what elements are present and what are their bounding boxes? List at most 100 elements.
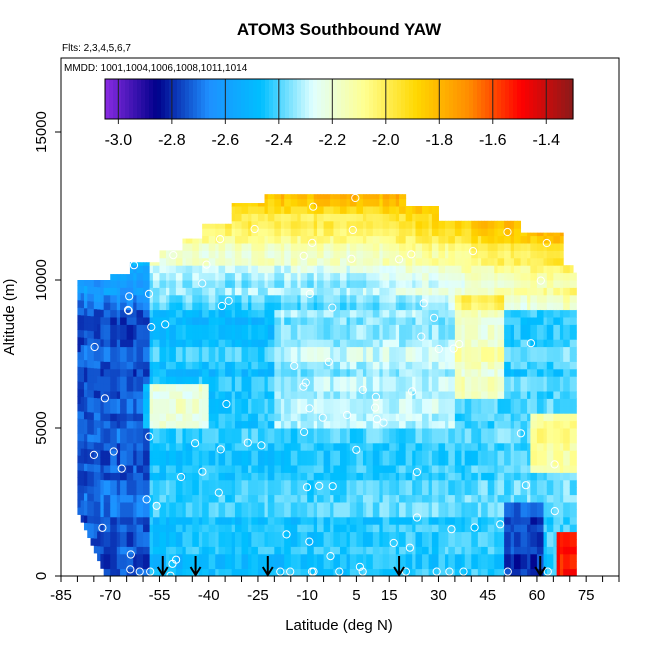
heatmap-cell bbox=[156, 354, 160, 362]
heatmap-cell bbox=[287, 368, 292, 377]
heatmap-cell bbox=[353, 235, 357, 244]
heatmap-cell bbox=[185, 450, 190, 459]
heatmap-cell bbox=[340, 361, 344, 370]
heatmap-cell bbox=[402, 420, 407, 429]
heatmap-cell bbox=[333, 198, 338, 207]
heatmap-cell bbox=[87, 463, 92, 472]
heatmap-cell bbox=[106, 465, 111, 473]
heatmap-cell bbox=[326, 487, 331, 496]
heatmap-cell bbox=[264, 509, 269, 518]
heatmap-cell bbox=[294, 494, 298, 503]
heatmap-cell bbox=[100, 324, 105, 332]
heatmap-cell bbox=[218, 420, 223, 429]
heatmap-cell bbox=[382, 435, 387, 444]
heatmap-cell bbox=[238, 228, 243, 237]
heatmap-cell bbox=[366, 509, 371, 518]
heatmap-cell bbox=[408, 531, 413, 540]
heatmap-cell bbox=[284, 309, 288, 318]
heatmap-cell bbox=[238, 294, 243, 303]
heatmap-cell bbox=[198, 250, 203, 259]
heatmap-cell bbox=[287, 272, 292, 281]
heatmap-cell bbox=[215, 223, 220, 229]
heatmap-cell bbox=[402, 331, 407, 340]
heatmap-cell bbox=[143, 568, 147, 576]
heatmap-cell bbox=[280, 428, 285, 436]
heatmap-cell bbox=[97, 449, 101, 458]
heatmap-cell bbox=[287, 568, 292, 576]
heatmap-cell bbox=[198, 368, 203, 377]
heatmap-cell bbox=[228, 420, 233, 429]
heatmap-cell bbox=[326, 509, 331, 518]
heatmap-cell bbox=[159, 428, 164, 436]
heatmap-cell bbox=[211, 257, 216, 266]
heatmap-cell bbox=[169, 287, 174, 296]
heatmap-cell bbox=[162, 265, 167, 274]
heatmap-cell bbox=[228, 294, 233, 303]
heatmap-cell bbox=[179, 405, 183, 414]
heatmap-cell bbox=[192, 516, 197, 525]
heatmap-cell bbox=[320, 265, 325, 274]
heatmap-cell bbox=[195, 361, 200, 370]
heatmap-cell bbox=[297, 435, 302, 444]
heatmap-cell bbox=[290, 502, 295, 510]
heatmap-cell bbox=[231, 457, 236, 466]
heatmap-cell bbox=[277, 294, 282, 303]
heatmap-cell bbox=[218, 257, 223, 266]
heatmap-cell bbox=[297, 235, 302, 244]
heatmap-cell bbox=[195, 465, 200, 473]
heatmap-cell bbox=[379, 494, 384, 503]
heatmap-cell bbox=[317, 287, 321, 296]
heatmap-cell bbox=[106, 361, 111, 370]
heatmap-cell bbox=[166, 398, 170, 407]
heatmap-cell bbox=[415, 420, 420, 429]
heatmap-cell bbox=[152, 376, 157, 385]
heatmap-cell bbox=[277, 339, 282, 348]
heatmap-cell bbox=[257, 494, 262, 503]
heatmap-cell bbox=[343, 479, 348, 488]
heatmap-cell bbox=[287, 331, 292, 340]
heatmap-cell bbox=[330, 457, 334, 466]
heatmap-cell bbox=[120, 339, 124, 348]
heatmap-cell bbox=[320, 235, 325, 244]
heatmap-cell bbox=[106, 339, 111, 348]
heatmap-cell bbox=[97, 346, 101, 354]
heatmap-cell bbox=[221, 472, 226, 481]
heatmap-cell bbox=[202, 465, 206, 473]
heatmap-cell bbox=[277, 450, 282, 459]
heatmap-cell bbox=[136, 339, 141, 348]
heatmap-cell bbox=[274, 346, 279, 355]
heatmap-cell bbox=[336, 346, 341, 355]
heatmap-cell bbox=[372, 457, 377, 466]
heatmap-cell bbox=[382, 339, 387, 348]
heatmap-cell bbox=[343, 553, 348, 562]
heatmap-cell bbox=[162, 479, 167, 488]
heatmap-cell bbox=[310, 294, 315, 303]
heatmap-cell bbox=[353, 302, 357, 311]
heatmap-cell bbox=[343, 317, 348, 325]
heatmap-cell bbox=[257, 450, 262, 459]
heatmap-cell bbox=[359, 220, 364, 229]
heatmap-cell bbox=[366, 553, 371, 562]
heatmap-cell bbox=[353, 487, 357, 496]
heatmap-cell bbox=[412, 435, 416, 444]
heatmap-cell bbox=[356, 524, 361, 533]
heatmap-cell bbox=[372, 243, 377, 251]
heatmap-cell bbox=[303, 428, 308, 436]
heatmap-cell bbox=[83, 441, 88, 449]
heatmap-cell bbox=[182, 413, 187, 422]
heatmap-cell bbox=[359, 457, 364, 466]
heatmap-cell bbox=[277, 546, 282, 555]
heatmap-cell bbox=[225, 361, 229, 370]
heatmap-cell bbox=[346, 250, 351, 259]
heatmap-cell bbox=[215, 250, 220, 259]
heatmap-cell bbox=[169, 376, 174, 385]
heatmap-cell bbox=[129, 346, 134, 355]
heatmap-cell bbox=[179, 420, 183, 429]
heatmap-cell bbox=[254, 502, 259, 510]
heatmap-cell bbox=[228, 368, 233, 377]
heatmap-cell bbox=[307, 257, 311, 266]
heatmap-cell bbox=[405, 317, 410, 325]
heatmap-cell bbox=[310, 435, 315, 444]
heatmap-cell bbox=[189, 524, 193, 533]
heatmap-cell bbox=[231, 280, 236, 288]
